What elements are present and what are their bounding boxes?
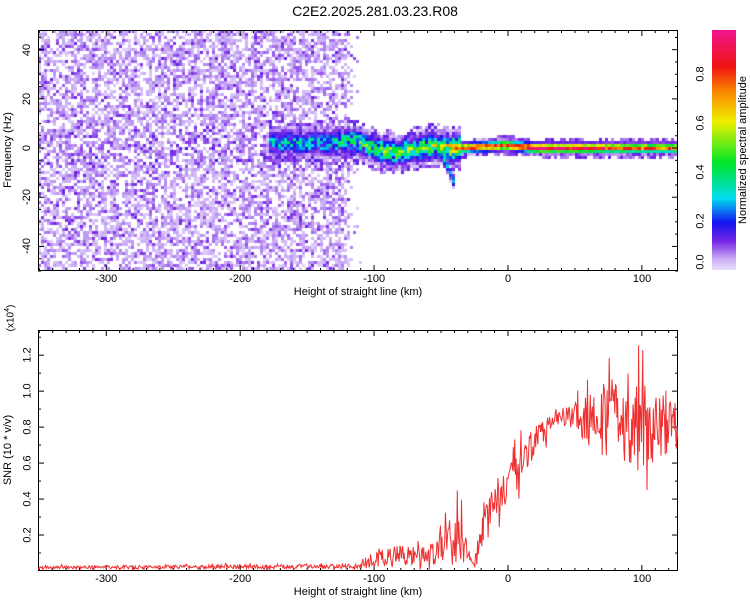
multiplier-base: (x10 (5, 311, 17, 332)
top-y-tick-label: 40 (21, 43, 34, 56)
bottom-y-tick-label: 1.2 (21, 347, 34, 363)
bottom-x-tick-label: 0 (504, 573, 512, 585)
top-x-axis-label: Height of straight line (km) (293, 286, 423, 298)
bottom-y-tick-label: 0.8 (21, 419, 34, 435)
colorbar-tick-label: 0.6 (694, 115, 707, 131)
top-x-tick-label: -300 (95, 273, 118, 285)
colorbar-label: Normalized spectral amplitude (737, 76, 749, 224)
bottom-x-tick-label: -100 (363, 573, 386, 585)
chart-title: C2E2.2025.281.03.23.R08 (292, 3, 458, 19)
bottom-y-axis-label: SNR (10 * v/v) (2, 414, 14, 486)
top-y-axis-label: Frequency (Hz) (2, 112, 14, 188)
top-y-tick-label: -20 (20, 189, 33, 206)
multiplier-exponent: 4 (4, 308, 11, 312)
y-multiplier-label: (x104) (1, 293, 17, 343)
colorbar-tick-label: 0.8 (694, 66, 707, 82)
colorbar-tick-label: 0.2 (694, 213, 707, 229)
snr-plot-frame (38, 330, 678, 571)
multiplier-close: ) (5, 304, 17, 308)
top-y-tick-label: 20 (21, 92, 34, 105)
top-y-tick-label: 0 (21, 144, 34, 152)
bottom-y-tick-label: 0.6 (21, 455, 34, 471)
colorbar (712, 30, 736, 270)
top-x-tick-label: -100 (363, 273, 386, 285)
bottom-y-tick-label: 0.4 (21, 491, 34, 507)
bottom-x-axis-label: Height of straight line (km) (293, 586, 423, 598)
spectrogram-plot-frame (38, 30, 678, 271)
snr-line (37, 345, 679, 573)
bottom-y-tick-label: 0.2 (21, 527, 34, 543)
top-x-tick-label: 0 (504, 273, 512, 285)
bottom-x-tick-label: -300 (95, 573, 118, 585)
top-y-tick-label: -40 (20, 238, 33, 255)
bottom-x-tick-label: 100 (632, 573, 652, 585)
colorbar-tick-label: 0.0 (694, 254, 707, 270)
spectrogram-heatmap (38, 30, 678, 271)
bottom-y-tick-label: 1.0 (21, 383, 34, 399)
bottom-x-tick-label: -200 (229, 573, 252, 585)
colorbar-tick-label: 0.4 (694, 164, 707, 180)
top-x-tick-label: 100 (632, 273, 652, 285)
top-x-tick-label: -200 (229, 273, 252, 285)
